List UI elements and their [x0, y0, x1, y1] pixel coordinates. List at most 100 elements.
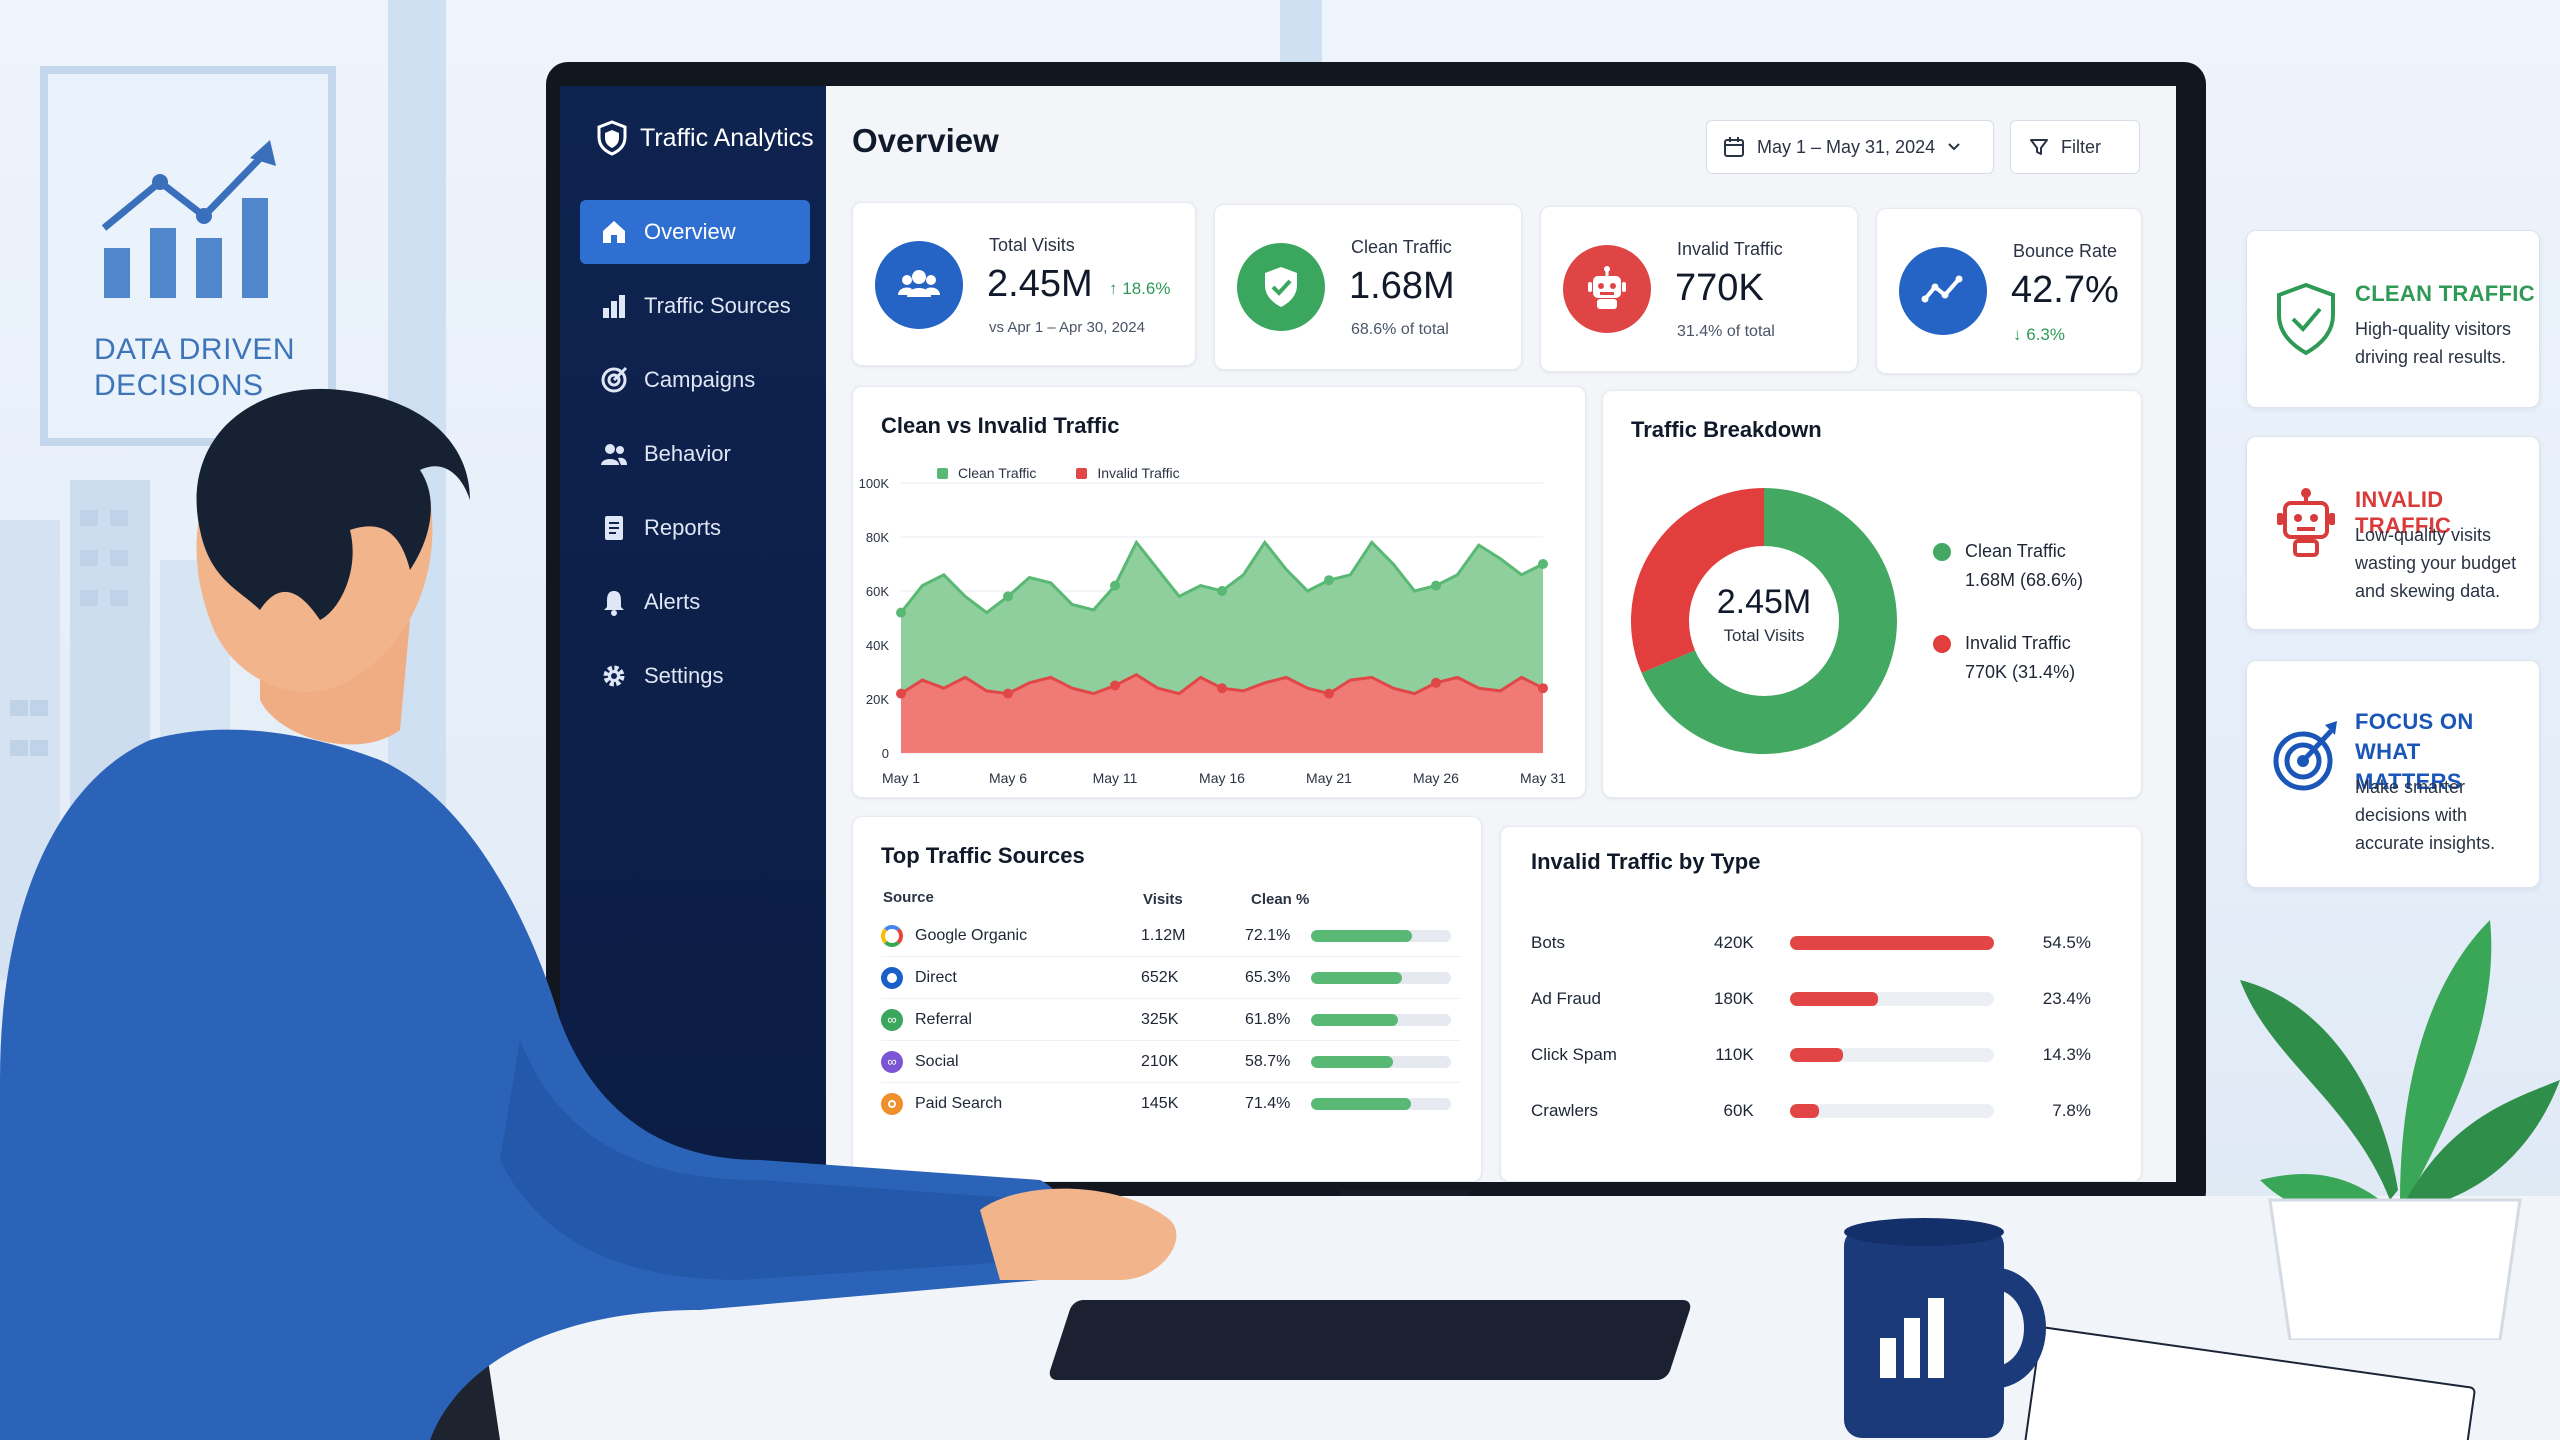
x-tick-label: May 21: [1306, 770, 1352, 786]
bar-count: 60K: [1723, 1101, 1754, 1120]
column-header-visits: Visits: [1143, 891, 1183, 908]
bar-row[interactable]: Ad Fraud 180K 23.4%: [1531, 979, 2091, 1019]
source-clean-pct: 58.7%: [1245, 1052, 1291, 1070]
legend-swatch: [1076, 467, 1088, 479]
sidebar-item-reports[interactable]: Reports: [580, 496, 810, 560]
wall-poster: DATA DRIVEN DECISIONS: [40, 66, 336, 446]
clean-point: [1217, 586, 1227, 596]
sidebar-item-label: Overview: [644, 219, 736, 244]
clean-bar: [1311, 929, 1451, 942]
sidebar-item-campaigns[interactable]: Campaigns: [580, 348, 810, 412]
invalid-point: [1538, 683, 1548, 694]
source-name: Social: [915, 1052, 959, 1070]
bar-row[interactable]: Crawlers 60K 7.8%: [1531, 1091, 2091, 1131]
card-title: Top Traffic Sources: [881, 843, 1085, 868]
sidebar-nav: Overview Traffic Sources Campaigns Behav…: [580, 200, 810, 718]
kpi-value: 770K: [1675, 267, 1764, 309]
bar-track: [1789, 1048, 1995, 1062]
sidebar-item-behavior[interactable]: Behavior: [580, 422, 810, 486]
x-tick-label: May 31: [1520, 770, 1566, 786]
clean-point: [896, 607, 906, 618]
app-brand[interactable]: Traffic Analytics: [596, 120, 814, 156]
info-card-invalid-traffic: INVALID TRAFFIC Low-quality visits wasti…: [2246, 436, 2540, 630]
card-title: Traffic Breakdown: [1631, 417, 1822, 442]
date-range-picker[interactable]: May 1 – May 31, 2024: [1706, 120, 1994, 174]
x-tick-label: May 11: [1093, 770, 1138, 786]
clean-point: [1431, 580, 1441, 591]
invalid-point: [896, 688, 906, 699]
y-tick-label: 0: [882, 746, 889, 761]
donut-center: 2.45M Total Visits: [1619, 583, 1909, 646]
shield-check-icon: [2277, 282, 2335, 356]
bar-row[interactable]: Bots 420K 54.5%: [1531, 923, 2091, 963]
kpi-card-clean-traffic[interactable]: Clean Traffic 1.68M 68.6% of total: [1214, 204, 1522, 370]
google-icon: [881, 924, 903, 947]
kpi-card-invalid-traffic[interactable]: Invalid Traffic 770K 31.4% of total: [1540, 206, 1858, 372]
traffic-breakdown-card: Traffic Breakdown 2.45M Total Visits Cle…: [1602, 390, 2142, 798]
source-visits: 1.12M: [1141, 926, 1186, 944]
sidebar-item-settings[interactable]: Settings: [580, 644, 810, 708]
legend-label: Clean Traffic: [1965, 541, 2066, 561]
bar-row[interactable]: Click Spam 110K 14.3%: [1531, 1035, 2091, 1075]
source-visits: 652K: [1141, 968, 1179, 986]
filter-icon: [2030, 139, 2048, 155]
kpi-card-total-visits[interactable]: Total Visits 2.45M ↑ 18.6% vs Apr 1 – Ap…: [852, 202, 1196, 366]
clean-point: [1110, 580, 1120, 591]
kpi-subtext: 31.4% of total: [1677, 323, 1775, 340]
poster-caption: DATA DRIVEN DECISIONS: [94, 333, 296, 402]
y-tick-label: 100K: [859, 476, 890, 491]
target-icon: [2273, 721, 2337, 791]
users-icon: [601, 444, 627, 465]
sidebar-item-alerts[interactable]: Alerts: [580, 570, 810, 634]
legend-label: Invalid Traffic: [1097, 465, 1180, 481]
bar-category: Click Spam: [1531, 1045, 1617, 1064]
kpi-value: 42.7%: [2011, 269, 2119, 311]
window-mullion: [1280, 0, 1322, 66]
table-row[interactable]: Paid Search 145K 71.4%: [881, 1083, 1461, 1125]
person-illustration: [0, 388, 1177, 1440]
bar-count: 180K: [1714, 989, 1754, 1008]
robot-icon: [1588, 266, 1626, 309]
bar-track: [1789, 1104, 1995, 1118]
kpi-delta-value: 6.3%: [2026, 325, 2065, 344]
table-row[interactable]: ∞ Referral 325K 61.8%: [881, 999, 1461, 1041]
bell-icon: [604, 591, 624, 616]
legend-label: Clean Traffic: [958, 465, 1037, 481]
kpi-delta-value: 18.6%: [1122, 279, 1171, 298]
donut-legend-clean: Clean Traffic 1.68M (68.6%): [1933, 541, 2083, 591]
clean-bar-fill: [1311, 971, 1403, 984]
legend-item: Invalid Traffic: [1076, 465, 1180, 481]
clean-bar: [1311, 1055, 1451, 1068]
table-row[interactable]: Google Organic 1.12M 72.1%: [881, 915, 1461, 957]
arrow-up-icon: ↑: [1109, 279, 1118, 298]
invalid-point: [1003, 688, 1013, 699]
area-chart: 100K 80K 60K 40K 20K 0 May 1 May 6 May 11 May 16 M…: [859, 476, 1567, 786]
page-title: Overview: [852, 122, 999, 159]
table-row[interactable]: ∞ Social 210K 58.7%: [881, 1041, 1461, 1083]
kpi-card-bounce-rate[interactable]: Bounce Rate 42.7% ↓ 6.3%: [1876, 208, 2142, 374]
filter-label: Filter: [2061, 136, 2101, 157]
gear-icon: [603, 665, 625, 687]
bar-fill: [1789, 1048, 1844, 1062]
kpi-value: 2.45M: [987, 263, 1093, 305]
clean-bar-fill: [1311, 1013, 1398, 1026]
link-icon: ∞: [881, 1008, 903, 1031]
potted-plant: [2240, 920, 2560, 1340]
area-chart-card: Clean vs Invalid Traffic Clean Traffic I…: [852, 386, 1586, 798]
source-clean-pct: 65.3%: [1245, 968, 1291, 986]
sidebar-item-overview[interactable]: Overview: [580, 200, 810, 264]
sidebar-item-traffic-sources[interactable]: Traffic Sources: [580, 274, 810, 338]
table-row[interactable]: Direct 652K 65.3%: [881, 957, 1461, 999]
clean-bar-fill: [1311, 1098, 1411, 1110]
sidebar-item-label: Settings: [644, 663, 724, 688]
robot-icon: [2277, 488, 2335, 557]
column-header-source: Source: [883, 889, 934, 906]
shield-logo-icon: [597, 120, 627, 156]
clean-point: [1324, 575, 1334, 586]
card-title: Invalid Traffic by Type: [1531, 849, 1761, 874]
clean-bar: [1311, 971, 1451, 984]
bar-fill: [1789, 992, 1878, 1006]
legend-label: Invalid Traffic: [1965, 633, 2071, 653]
filter-button[interactable]: Filter: [2010, 120, 2140, 174]
source-visits: 210K: [1141, 1052, 1179, 1070]
